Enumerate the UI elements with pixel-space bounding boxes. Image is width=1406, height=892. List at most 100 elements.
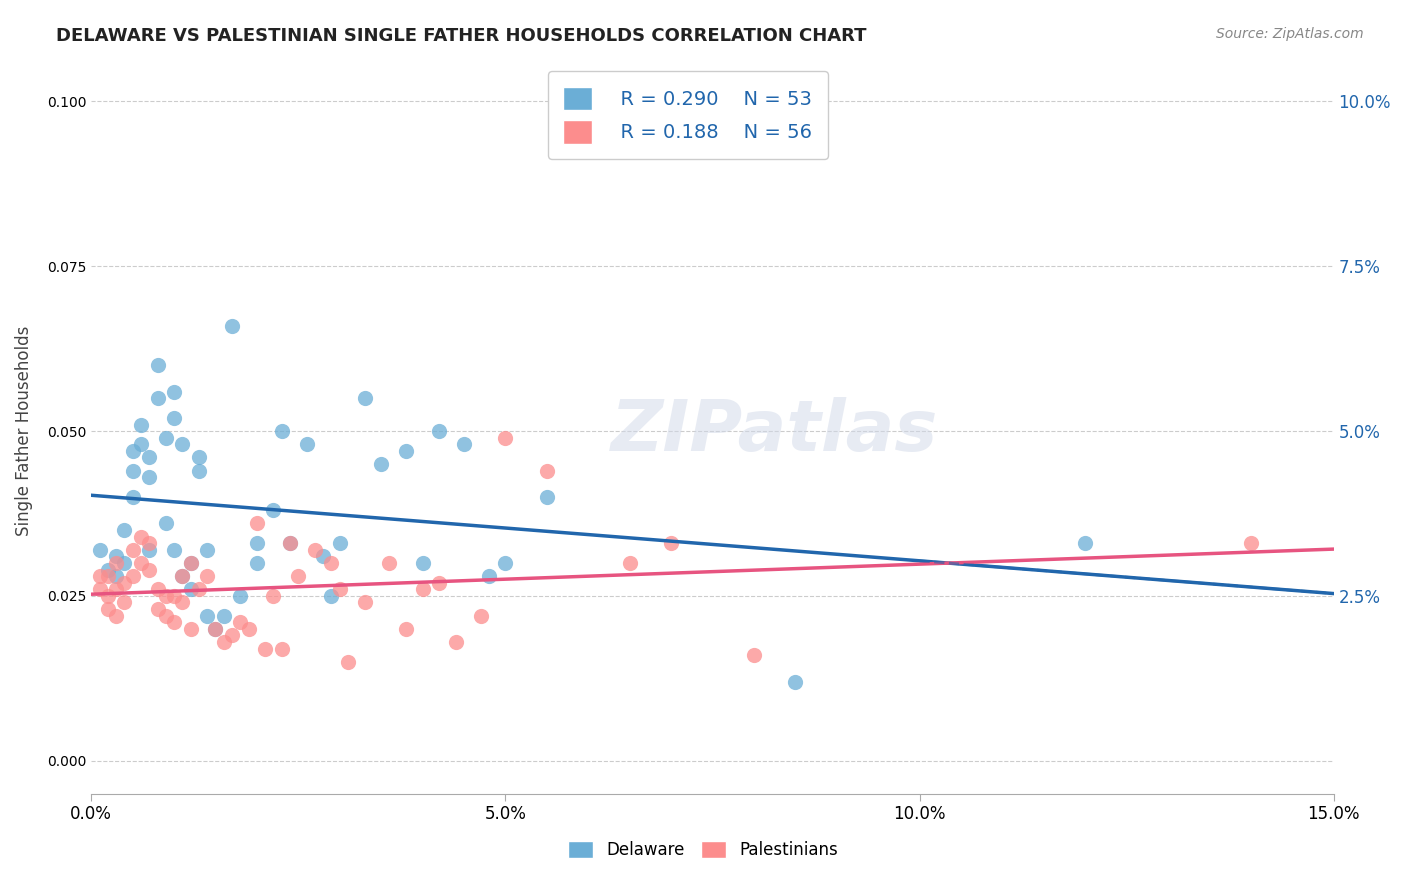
- Point: [254, 641, 277, 656]
- Y-axis label: Single Father Households: Single Father Households: [15, 326, 32, 536]
- Point: [155, 608, 177, 623]
- Point: [187, 464, 209, 478]
- Point: [536, 490, 558, 504]
- Point: [287, 569, 309, 583]
- Point: [180, 556, 202, 570]
- Point: [270, 424, 292, 438]
- Point: [180, 582, 202, 597]
- Point: [444, 635, 467, 649]
- Point: [187, 450, 209, 465]
- Point: [536, 464, 558, 478]
- Point: [370, 457, 392, 471]
- Point: [146, 391, 169, 405]
- Point: [163, 615, 186, 630]
- Point: [172, 437, 194, 451]
- Point: [295, 437, 318, 451]
- Point: [329, 536, 352, 550]
- Point: [129, 556, 152, 570]
- Point: [97, 589, 120, 603]
- Point: [89, 582, 111, 597]
- Point: [112, 575, 135, 590]
- Point: [146, 582, 169, 597]
- Text: Source: ZipAtlas.com: Source: ZipAtlas.com: [1216, 27, 1364, 41]
- Point: [180, 556, 202, 570]
- Point: [395, 443, 418, 458]
- Point: [238, 622, 260, 636]
- Point: [163, 411, 186, 425]
- Point: [378, 556, 401, 570]
- Point: [278, 536, 301, 550]
- Point: [105, 582, 128, 597]
- Point: [195, 608, 218, 623]
- Point: [478, 569, 501, 583]
- Point: [246, 516, 269, 531]
- Point: [187, 582, 209, 597]
- Point: [353, 595, 375, 609]
- Point: [121, 569, 143, 583]
- Point: [229, 615, 252, 630]
- Point: [89, 569, 111, 583]
- Point: [105, 556, 128, 570]
- Point: [278, 536, 301, 550]
- Point: [138, 450, 160, 465]
- Point: [97, 562, 120, 576]
- Point: [321, 589, 343, 603]
- Point: [659, 536, 682, 550]
- Point: [163, 542, 186, 557]
- Point: [263, 503, 285, 517]
- Point: [412, 556, 434, 570]
- Point: [470, 608, 492, 623]
- Point: [353, 391, 375, 405]
- Point: [270, 641, 292, 656]
- Point: [172, 569, 194, 583]
- Point: [121, 464, 143, 478]
- Point: [129, 437, 152, 451]
- Point: [180, 622, 202, 636]
- Point: [138, 542, 160, 557]
- Point: [112, 595, 135, 609]
- Point: [427, 424, 450, 438]
- Point: [246, 536, 269, 550]
- Point: [138, 470, 160, 484]
- Point: [163, 589, 186, 603]
- Point: [105, 549, 128, 564]
- Point: [129, 530, 152, 544]
- Point: [246, 556, 269, 570]
- Point: [427, 575, 450, 590]
- Point: [195, 542, 218, 557]
- Point: [155, 431, 177, 445]
- Point: [395, 622, 418, 636]
- Point: [329, 582, 352, 597]
- Point: [221, 628, 243, 642]
- Point: [494, 556, 516, 570]
- Point: [312, 549, 335, 564]
- Point: [221, 318, 243, 333]
- Text: ZIPatlas: ZIPatlas: [610, 397, 938, 466]
- Point: [412, 582, 434, 597]
- Point: [453, 437, 475, 451]
- Point: [229, 589, 252, 603]
- Point: [121, 542, 143, 557]
- Point: [204, 622, 226, 636]
- Point: [195, 569, 218, 583]
- Point: [155, 516, 177, 531]
- Point: [129, 417, 152, 432]
- Legend:   R = 0.290    N = 53,   R = 0.188    N = 56: R = 0.290 N = 53, R = 0.188 N = 56: [548, 71, 828, 160]
- Point: [89, 542, 111, 557]
- Point: [97, 569, 120, 583]
- Point: [112, 523, 135, 537]
- Point: [337, 655, 360, 669]
- Point: [1240, 536, 1263, 550]
- Point: [146, 358, 169, 372]
- Point: [212, 608, 235, 623]
- Point: [112, 556, 135, 570]
- Point: [304, 542, 326, 557]
- Point: [155, 589, 177, 603]
- Point: [138, 536, 160, 550]
- Point: [172, 569, 194, 583]
- Legend: Delaware, Palestinians: Delaware, Palestinians: [561, 834, 845, 866]
- Point: [121, 490, 143, 504]
- Point: [619, 556, 641, 570]
- Point: [97, 602, 120, 616]
- Point: [321, 556, 343, 570]
